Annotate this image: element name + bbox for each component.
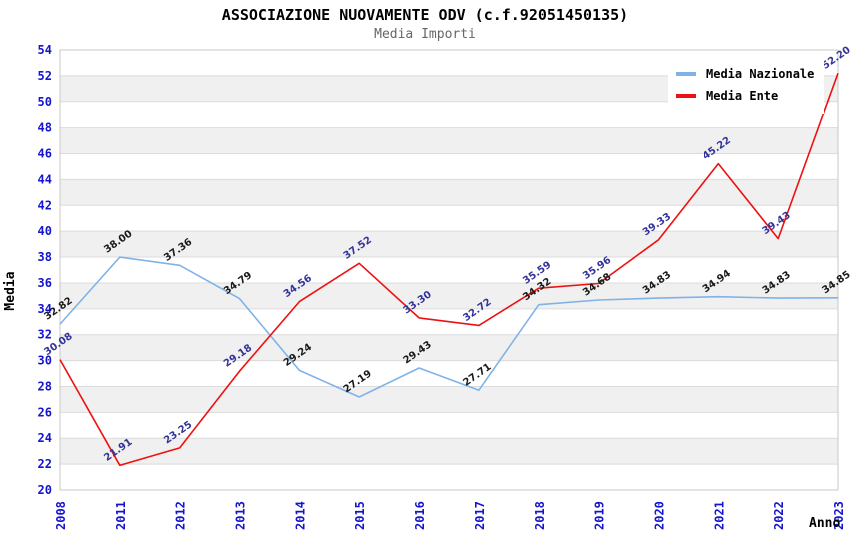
y-tick-label: 22 <box>38 457 52 471</box>
x-tick-label: 2015 <box>353 501 367 530</box>
data-label-media-ente: 52.20 <box>820 45 850 72</box>
series-lines <box>59 73 839 467</box>
x-tick-label: 2017 <box>473 501 487 530</box>
y-tick-label: 30 <box>38 354 52 368</box>
y-tick-label: 20 <box>38 483 52 497</box>
x-tick-label: 2020 <box>652 501 666 530</box>
x-axis-title: Anno <box>809 516 840 531</box>
x-tick-label: 2016 <box>413 501 427 530</box>
legend-label: Media Ente <box>706 89 779 103</box>
y-tick-label: 52 <box>38 69 52 83</box>
legend-item-media-ente: Media Ente <box>676 85 814 107</box>
y-tick-label: 44 <box>38 172 52 186</box>
y-tick-label: 46 <box>38 147 52 161</box>
x-tick-label: 2019 <box>593 501 607 530</box>
y-tick-label: 24 <box>38 431 52 445</box>
y-tick-label: 34 <box>38 302 52 316</box>
media-nazionale-line-swatch-icon <box>676 72 696 76</box>
legend-label: Media Nazionale <box>706 67 815 81</box>
y-tick-label: 36 <box>38 276 52 290</box>
y-tick-label: 54 <box>38 43 52 57</box>
x-tick-label: 2022 <box>772 501 786 530</box>
legend: Media Nazionale Media Ente <box>668 56 825 114</box>
y-tick-label: 40 <box>38 224 52 238</box>
series-line-media-nazionale <box>59 256 839 398</box>
y-tick-labels: 20 22 24 26 28 30 32 34 36 38 40 42 44 46 48 50 52 54 <box>38 43 52 497</box>
x-tick-label: 2012 <box>174 501 188 530</box>
y-tick-label: 48 <box>38 121 52 135</box>
plot-gridlines <box>60 75 838 465</box>
chart-title: ASSOCIAZIONE NUOVAMENTE ODV (c.f.9205145… <box>221 6 629 24</box>
x-tick-labels: 2008 2011 2012 2013 2014 2015 2016 2017 2018 2019… <box>54 501 846 530</box>
series-line-media-ente <box>59 73 839 467</box>
x-tick-label: 2008 <box>54 501 68 530</box>
x-tick-label: 2018 <box>533 501 547 530</box>
y-tick-label: 42 <box>38 198 52 212</box>
y-tick-label: 38 <box>38 250 52 264</box>
x-tick-label: 2014 <box>293 501 307 530</box>
y-axis-title: Media <box>3 271 18 310</box>
chart-subtitle: Media Importi <box>374 27 476 42</box>
legend-item-media-nazionale: Media Nazionale <box>676 63 814 85</box>
media-ente-line-swatch-icon <box>676 94 696 98</box>
y-tick-label: 26 <box>38 405 52 419</box>
y-tick-label: 32 <box>38 328 52 342</box>
plot-frame <box>59 49 839 491</box>
x-tick-label: 2023 <box>832 501 846 530</box>
y-tick-label: 50 <box>38 95 52 109</box>
x-tick-label: 2013 <box>234 501 248 530</box>
x-tick-label: 2021 <box>712 501 726 530</box>
plot-bands <box>60 75 838 465</box>
y-tick-label: 28 <box>38 379 52 393</box>
x-tick-label: 2011 <box>114 501 128 530</box>
